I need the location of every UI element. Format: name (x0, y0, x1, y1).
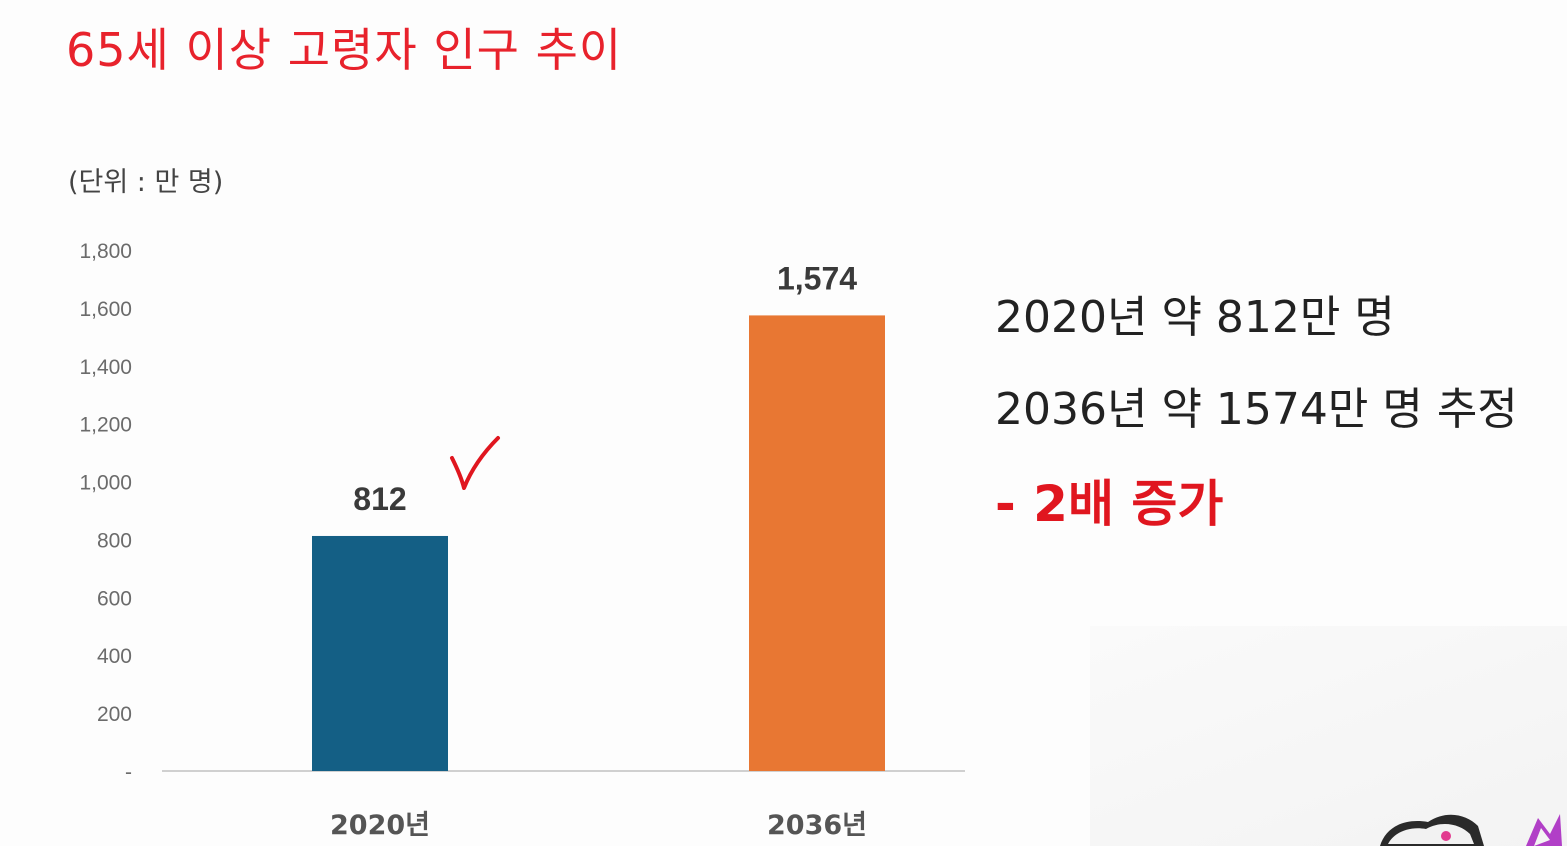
bar-chart: - 200 400 600 800 1,000 1,200 1,400 1,600 1,800 81… (79, 240, 965, 841)
note-line-2036: 2036년 약 1574만 명 추정 (995, 384, 1518, 435)
slide-title: 65세 이상 고령자 인구 추이 (66, 23, 623, 77)
bar (312, 535, 448, 771)
background-corner-shade (1090, 626, 1567, 846)
checkmark-icon (450, 436, 500, 490)
y-tick-label: 400 (97, 645, 132, 668)
y-tick-label: 200 (97, 703, 132, 726)
y-tick-label: 800 (97, 529, 132, 552)
note-emphasis: - 2배 증가 (995, 475, 1224, 533)
mascot-sticker-icon (1380, 814, 1562, 846)
bar-value-label: 1,574 (777, 260, 857, 296)
y-tick-label: 1,000 (79, 472, 132, 495)
x-category-label: 2036년 (767, 810, 867, 841)
bar (749, 315, 885, 771)
bar-value-label: 812 (353, 481, 406, 517)
y-tick-label: 600 (97, 587, 132, 610)
y-tick-label: 1,800 (79, 240, 132, 263)
y-tick-label: 1,200 (79, 414, 132, 437)
unit-label: (단위 : 만 명) (68, 167, 224, 198)
y-tick-label: 1,600 (79, 298, 132, 321)
x-category-label: 2020년 (330, 810, 430, 841)
y-tick-label: 1,400 (79, 356, 132, 379)
note-line-2020: 2020년 약 812만 명 (995, 292, 1395, 343)
notes-panel: 2020년 약 812만 명 2036년 약 1574만 명 추정 - 2배 증… (995, 286, 1518, 536)
y-tick-label: - (125, 761, 132, 784)
